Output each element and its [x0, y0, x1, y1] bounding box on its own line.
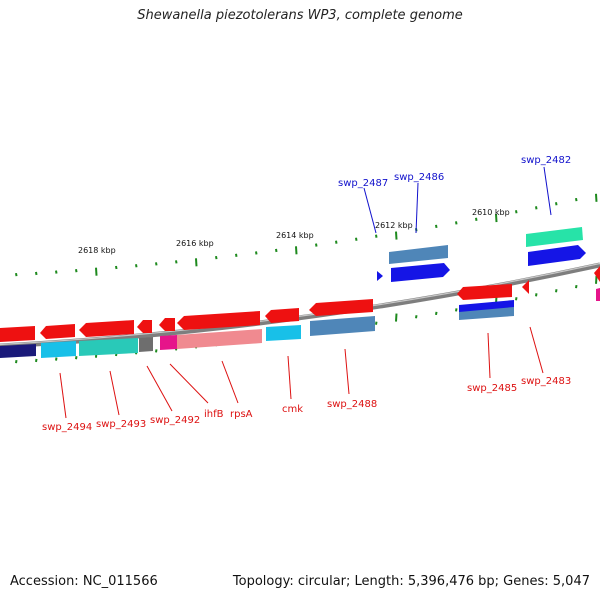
inner-ticks-tick — [575, 284, 578, 289]
gene-swp_2492-red[interactable] — [137, 320, 152, 333]
gene-cmk-cyan[interactable] — [266, 325, 301, 341]
inner-ticks-tick — [515, 297, 518, 301]
bottom-leader-lines — [59, 326, 544, 419]
outer-ticks-tick — [175, 260, 178, 264]
label-swp_2492[interactable]: swp_2492 — [150, 415, 200, 426]
outer-ticks-tick — [335, 240, 338, 244]
label-ihfB[interactable]: ihfB — [204, 409, 224, 420]
outer-ticks-tick — [115, 265, 118, 270]
top-leader-lines — [363, 166, 552, 234]
label-swp_2485[interactable]: swp_2485 — [467, 383, 517, 394]
inner-ticks-tick — [415, 315, 418, 319]
inner-ticks-tick — [155, 349, 158, 353]
gene-swp_2487[interactable] — [377, 271, 383, 281]
outer-ticks-tick — [15, 272, 18, 277]
scale-label-2614: 2614 kbp — [276, 231, 314, 240]
gene-swp_2494-red[interactable] — [40, 324, 75, 339]
gene-swp_2493-teal[interactable] — [79, 338, 138, 356]
gene-swp_2493-red[interactable] — [79, 320, 134, 337]
outer-ticks-tick — [195, 258, 198, 267]
inner-ticks-tick — [595, 275, 598, 284]
label-swp_2486[interactable]: swp_2486 — [394, 172, 444, 183]
outer-ticks-tick — [275, 248, 278, 253]
scale-label-2612: 2612 kbp — [375, 221, 413, 230]
bottom-genes — [0, 280, 529, 358]
label-cmk[interactable]: cmk — [282, 404, 303, 415]
outer-ticks-tick — [395, 231, 398, 240]
label-swp_2487[interactable]: swp_2487 — [338, 178, 388, 189]
genome-summary-text: Topology: circular; Length: 5,396,476 bp… — [232, 574, 590, 589]
genome-backbone-highlight — [0, 262, 600, 346]
outer-ticks-tick — [35, 271, 38, 276]
gene-ihfB-magenta[interactable] — [160, 335, 177, 350]
outer-ticks-tick — [235, 253, 238, 257]
label-swp_2494[interactable]: swp_2494 — [42, 422, 92, 433]
gene-swp_2482-blue[interactable] — [528, 245, 586, 266]
genome-title: Shewanella piezotolerans WP3, complete g… — [137, 8, 463, 23]
scale-label-2610: 2610 kbp — [472, 208, 510, 217]
gene-swp_2485-red[interactable] — [457, 284, 512, 300]
outer-ticks-tick — [95, 267, 98, 276]
inner-ticks-tick — [455, 308, 458, 312]
gene-swp_2483-red[interactable] — [522, 280, 529, 294]
gene-swp_2485-blue[interactable] — [459, 300, 514, 313]
inner-ticks-tick — [535, 293, 538, 297]
gene-left-navy[interactable] — [0, 344, 36, 358]
outer-ticks-tick — [135, 264, 138, 268]
outer-ticks-tick — [375, 234, 378, 238]
gene-swp_2494-cyan[interactable] — [41, 341, 76, 358]
inner-ticks-tick — [555, 289, 558, 293]
gene-rpsA-pink[interactable] — [177, 329, 262, 349]
outer-ticks-tick — [155, 262, 158, 266]
inner-ticks-tick — [15, 359, 18, 364]
gene-left-red[interactable] — [0, 326, 35, 342]
gene-swp_2482-green[interactable] — [526, 227, 583, 247]
label-swp_2493[interactable]: swp_2493 — [96, 419, 146, 430]
outer-ticks-tick — [75, 268, 78, 273]
gene-cmk-red[interactable] — [265, 308, 299, 323]
gene-swp_2486-blue[interactable] — [391, 263, 450, 282]
outer-ticks-tick — [355, 237, 358, 241]
inner-ticks-tick — [55, 357, 58, 361]
outer-ticks-tick — [555, 202, 558, 206]
outer-ticks-tick — [595, 193, 598, 202]
outer-ticks-tick — [515, 210, 518, 214]
scale-label-2616: 2616 kbp — [176, 239, 214, 248]
top-genes — [377, 227, 600, 301]
outer-ticks-tick — [255, 251, 258, 255]
gene-edge-magenta[interactable] — [596, 288, 600, 301]
inner-ticks-tick — [75, 355, 78, 360]
inner-ticks-tick — [375, 321, 378, 325]
inner-ticks-tick — [435, 311, 438, 316]
scale-label-2618: 2618 kbp — [78, 246, 116, 255]
outer-ticks-tick — [535, 206, 538, 210]
outer-ticks-tick — [55, 270, 58, 274]
gene-ihfB-red[interactable] — [159, 318, 175, 331]
outer-ticks-tick — [455, 221, 458, 225]
outer-ticks-tick — [575, 197, 578, 202]
label-rpsA[interactable]: rpsA — [230, 409, 253, 420]
genome-backbone — [0, 262, 600, 349]
outer-ticks-tick — [295, 246, 298, 255]
inner-ticks-tick — [395, 313, 398, 322]
gene-edge-red[interactable] — [594, 266, 600, 282]
label-swp_2483[interactable]: swp_2483 — [521, 376, 571, 387]
inner-ticks-tick — [35, 358, 38, 363]
outer-ticks-tick — [215, 255, 218, 260]
gene-swp_2488-steel[interactable] — [310, 316, 375, 336]
outer-ticks-tick — [315, 243, 318, 247]
outer-ticks-tick — [475, 217, 478, 221]
accession-text: Accession: NC_011566 — [10, 574, 158, 589]
gene-swp_2485-steel[interactable] — [459, 307, 514, 320]
outer-scale-ticks — [15, 193, 598, 277]
outer-ticks-tick — [435, 224, 438, 229]
label-swp_2482[interactable]: swp_2482 — [521, 155, 571, 166]
outer-ticks-tick — [495, 213, 498, 223]
gene-rpsA-red[interactable] — [177, 311, 260, 330]
gene-swp_2492-gray[interactable] — [139, 337, 153, 352]
gene-swp_2488-red[interactable] — [309, 299, 373, 316]
gene-swp_2486-steel[interactable] — [389, 245, 448, 264]
label-swp_2488[interactable]: swp_2488 — [327, 399, 377, 410]
